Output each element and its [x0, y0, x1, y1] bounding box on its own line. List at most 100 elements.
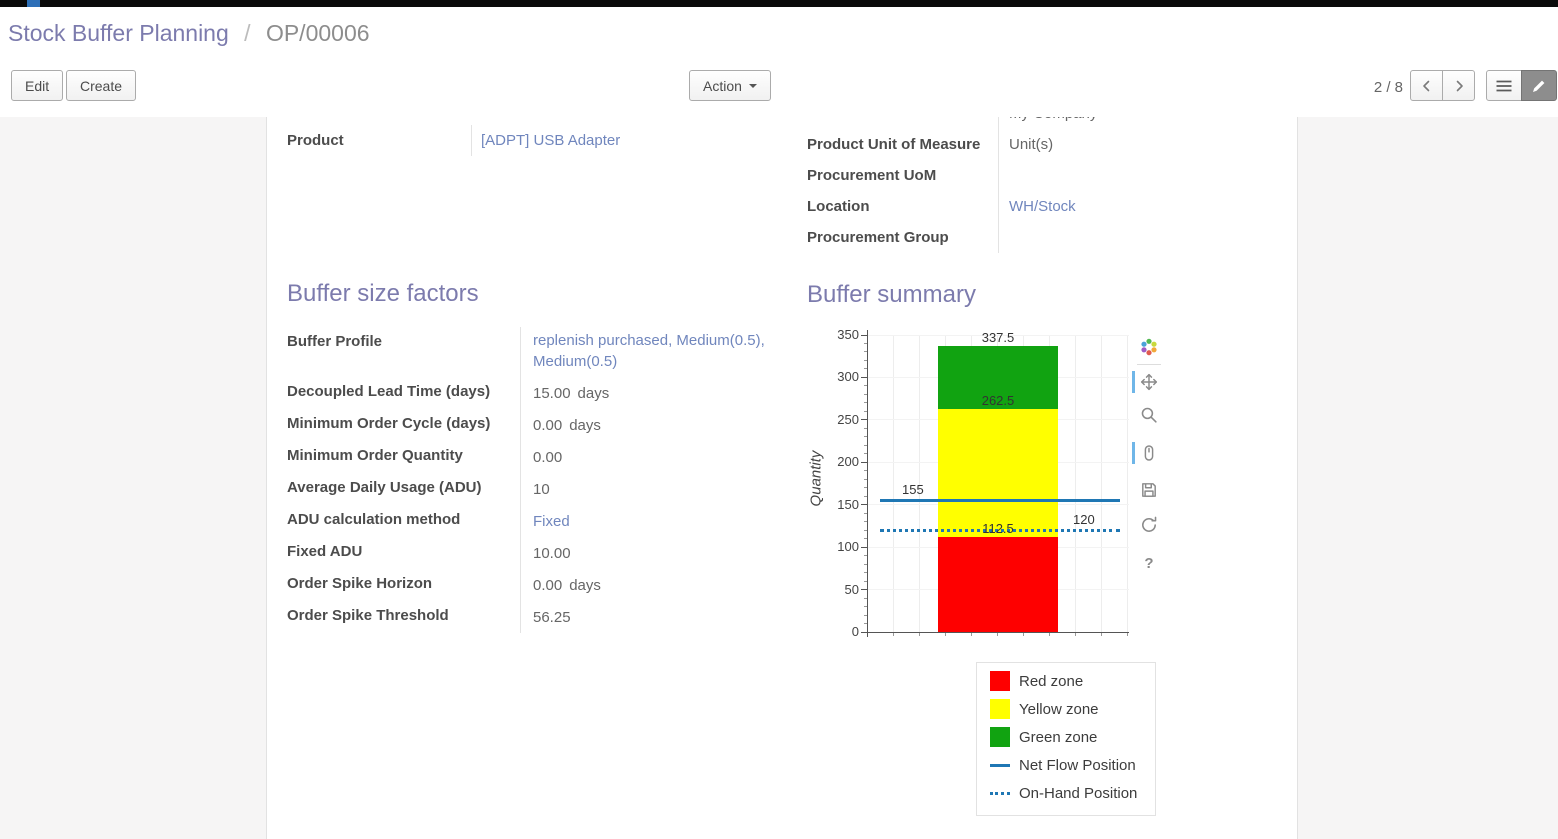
pager-previous-button[interactable]	[1410, 70, 1443, 101]
toolbar-divider	[1137, 364, 1161, 365]
pencil-icon	[1533, 80, 1545, 92]
pager-nav	[1410, 70, 1475, 101]
y-axis-minor-tick	[864, 342, 867, 344]
y-axis-tick	[861, 376, 867, 378]
pager-value[interactable]: 2 / 8	[1373, 79, 1403, 96]
chevron-right-icon	[1456, 80, 1463, 91]
y-axis-tick-label: 200	[837, 454, 859, 470]
y-axis-tick-label: 50	[844, 581, 859, 597]
field-row-spike-horizon: Order Spike Horizon 0.00 days	[287, 569, 787, 601]
field-value: 0.00	[533, 577, 563, 594]
y-axis-minor-tick	[864, 614, 867, 616]
help-tool-icon[interactable]: ?	[1138, 552, 1160, 574]
y-axis-tick-label: 0	[851, 624, 859, 639]
bokeh-logo-icon[interactable]	[1138, 336, 1160, 358]
y-axis-minor-tick	[864, 521, 867, 523]
field-label: Minimum Order Cycle (days)	[287, 409, 521, 441]
create-button[interactable]: Create	[66, 70, 137, 101]
legend-label: Net Flow Position	[1019, 756, 1136, 774]
buffer-summary-title: Buffer summary	[807, 281, 976, 308]
pan-tool-icon[interactable]	[1138, 371, 1160, 393]
y-axis-minor-tick	[864, 555, 867, 557]
y-axis-tick	[861, 419, 867, 421]
field-value: 10.00	[533, 545, 571, 562]
wheel-zoom-tool-icon[interactable]	[1138, 442, 1160, 464]
x-axis-tick	[1049, 633, 1050, 636]
y-gridline	[868, 334, 1129, 336]
legend-swatch-dotted	[990, 783, 1010, 803]
field-row-fixed-adu: Fixed ADU 10.00	[287, 537, 787, 569]
y-axis-tick	[861, 504, 867, 506]
x-gridline	[1127, 335, 1128, 632]
list-view-button[interactable]	[1486, 70, 1522, 101]
y-axis-minor-tick	[864, 572, 867, 574]
x-axis-tick	[945, 633, 946, 636]
legend-swatch-rect	[990, 727, 1010, 747]
question-mark-icon: ?	[1144, 554, 1154, 572]
field-label	[807, 117, 999, 129]
control-panel: Edit Create Action 2 / 8	[0, 56, 1558, 118]
legend-label: On-Hand Position	[1019, 784, 1138, 802]
legend-item: On-Hand Position	[977, 779, 1155, 807]
x-axis-tick	[1075, 633, 1076, 636]
view-switcher	[1486, 70, 1557, 101]
x-axis-tick	[1127, 633, 1128, 636]
field-value: 10	[533, 481, 550, 498]
mouse-wheel-icon	[1144, 445, 1154, 461]
caret-down-icon	[748, 83, 757, 88]
field-label: Decoupled Lead Time (days)	[287, 377, 521, 409]
field-row-procurement-uom: Procurement UoM	[807, 160, 1277, 191]
y-axis-tick-label: 300	[837, 369, 859, 385]
pager-next-button[interactable]	[1442, 70, 1475, 101]
y-axis-tick-label: 250	[837, 411, 859, 427]
field-label: Minimum Order Quantity	[287, 441, 521, 473]
adu-method-link[interactable]: Fixed	[533, 513, 570, 530]
x-gridline	[1101, 335, 1102, 632]
form-view-button[interactable]	[1521, 70, 1557, 101]
field-suffix: days	[577, 385, 610, 402]
field-value: 0.00	[533, 417, 563, 434]
y-axis-minor-tick	[864, 453, 867, 455]
legend-label: Red zone	[1019, 672, 1084, 690]
save-tool-icon[interactable]	[1138, 479, 1160, 501]
line-value-label: 155	[902, 482, 924, 498]
field-suffix: days	[569, 417, 601, 434]
y-axis-minor-tick	[864, 563, 867, 565]
bar-zone-yellow	[938, 409, 1058, 537]
y-axis-minor-tick	[864, 351, 867, 353]
location-link[interactable]: WH/Stock	[1009, 198, 1076, 215]
breadcrumb-separator: /	[244, 20, 251, 46]
x-axis-tick	[1023, 633, 1024, 636]
x-axis-tick	[1101, 633, 1102, 636]
y-axis-tick	[861, 334, 867, 336]
x-axis-tick	[971, 633, 972, 636]
x-axis-line	[867, 632, 1129, 633]
y-axis-minor-tick	[864, 444, 867, 446]
list-icon	[1496, 80, 1512, 91]
field-row-min-order-cycle: Minimum Order Cycle (days) 0.00 days	[287, 409, 787, 441]
legend-swatch-rect	[990, 699, 1010, 719]
breadcrumb-parent-link[interactable]: Stock Buffer Planning	[8, 20, 229, 46]
product-link[interactable]: [ADPT] USB Adapter	[481, 132, 621, 149]
y-axis-tick-label: 100	[837, 539, 859, 555]
field-label: Product Unit of Measure	[807, 129, 999, 160]
edit-button[interactable]: Edit	[11, 70, 64, 101]
x-axis-tick	[893, 633, 894, 636]
y-axis-minor-tick	[864, 359, 867, 361]
x-axis-tick	[997, 633, 998, 636]
field-row-adu-method: ADU calculation method Fixed	[287, 505, 787, 537]
y-axis-minor-tick	[864, 393, 867, 395]
buffer-profile-link[interactable]: replenish purchased, Medium(0.5), Medium…	[533, 332, 765, 370]
legend-swatch-line	[990, 792, 1010, 795]
reset-tool-icon[interactable]	[1138, 514, 1160, 536]
breadcrumb-current: OP/00006	[265, 20, 370, 46]
chart-legend: Red zone Yellow zone Green zone Net Flow Po…	[976, 662, 1156, 816]
bokeh-logo-icon	[1141, 338, 1157, 356]
box-zoom-tool-icon[interactable]	[1138, 404, 1160, 426]
bar-zone-green	[938, 345, 1058, 410]
buffer-factors-table: Buffer Profile replenish purchased, Medi…	[287, 327, 787, 633]
floppy-save-icon	[1142, 483, 1156, 497]
y-axis-minor-tick	[864, 436, 867, 438]
action-dropdown-button[interactable]: Action	[689, 70, 771, 101]
